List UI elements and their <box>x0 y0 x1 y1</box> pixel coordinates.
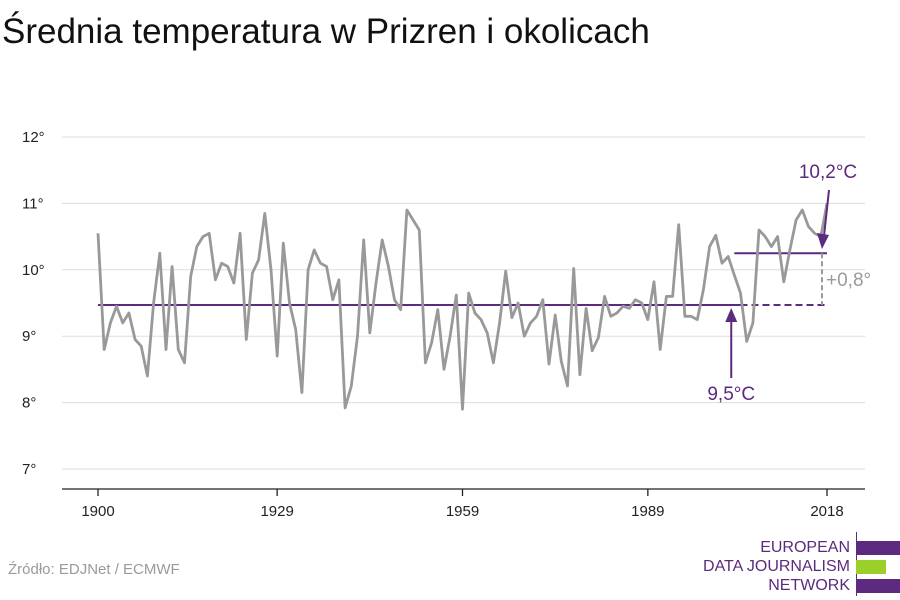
chart-title: Średnia temperatura w Prizren i okolicac… <box>2 12 650 51</box>
x-axis: 1900 1929 1959 1989 2018 <box>62 488 865 520</box>
x-tick-label-1929: 1929 <box>260 503 293 520</box>
y-tick-label-11: 11° <box>22 195 44 212</box>
x-tick-label-1900: 1900 <box>81 503 114 520</box>
y-tick-label-9: 9° <box>22 328 36 345</box>
logo-bar-green <box>856 560 886 574</box>
logo-line-3: NETWORK <box>768 577 850 594</box>
recent-label: 10,2°C <box>799 162 857 183</box>
x-tick-label-1989: 1989 <box>631 503 664 520</box>
logo-bar-purple-top <box>856 541 900 555</box>
logo-bar-purple-bottom <box>856 579 900 593</box>
y-tick-label-12: 12° <box>22 129 45 146</box>
annotations: 9,5°C 10,2°C +0,8° <box>707 162 871 405</box>
x-tick-label-1959: 1959 <box>446 503 479 520</box>
baseline-label: 9,5°C <box>707 384 755 405</box>
logo-line-2: DATA JOURNALISM <box>703 558 850 575</box>
source-note: Źródło: EDJNet / ECMWF <box>8 561 180 578</box>
y-tick-label-8: 8° <box>22 395 36 412</box>
recent-arrow-head <box>817 233 829 249</box>
y-axis-labels: 7° 8° 9° 10° 11° 12° <box>22 129 45 478</box>
y-tick-label-7: 7° <box>22 461 36 478</box>
logo-line-1: EUROPEAN <box>760 539 850 556</box>
recent-arrow-shaft <box>823 189 830 237</box>
edjnet-logo: EUROPEAN DATA JOURNALISM NETWORK <box>700 530 900 600</box>
y-tick-label-10: 10° <box>22 262 45 279</box>
temperature-series-line <box>96 203 829 411</box>
baseline-arrow-head <box>725 308 738 322</box>
x-tick-label-2018: 2018 <box>810 503 843 520</box>
reference-lines <box>98 252 827 306</box>
grid-lines <box>62 136 865 470</box>
delta-label: +0,8° <box>826 270 871 291</box>
